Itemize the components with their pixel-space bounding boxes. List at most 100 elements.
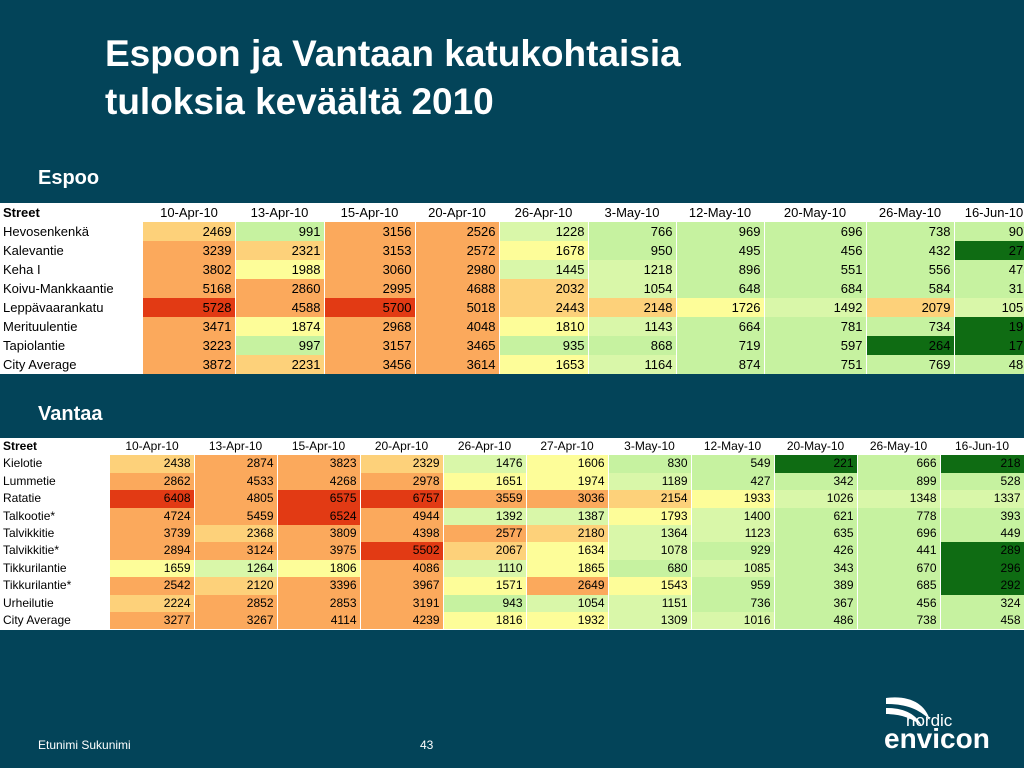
espoo-table: Street 10-Apr-10 13-Apr-10 15-Apr-10 20-Apr-… [0, 203, 1024, 374]
measurement-cell: 778 [857, 507, 941, 526]
measurement-cell: 3809 [277, 525, 361, 543]
espoo-heading: Espoo [38, 167, 100, 189]
measurement-cell: 5502 [360, 542, 444, 560]
measurement-cell: 2649 [526, 577, 609, 595]
measurement-cell: 781 [764, 317, 867, 336]
table-row: Ratatie 6408 4805 6575 6757 3559 3036 2154 1933 1… [0, 490, 1024, 508]
date-column-header: 26-Apr-10 [457, 439, 512, 453]
vantaa-heading: Vantaa [38, 403, 103, 425]
measurement-cell: 3739 [110, 525, 195, 543]
measurement-cell: 342 [774, 472, 858, 491]
measurement-cell: 4533 [194, 472, 278, 491]
measurement-cell: 1337 [940, 490, 1024, 508]
measurement-cell: 997 [235, 336, 325, 355]
measurement-cell: 495 [676, 241, 765, 260]
measurement-cell: 4944 [360, 507, 444, 526]
measurement-cell: 324 [940, 594, 1024, 613]
street-name: Kielotie [0, 455, 110, 473]
measurement-cell: 959 [691, 577, 775, 595]
table-row: Merituulentie 3471 1874 2968 4048 1810 1143 664… [0, 317, 1024, 336]
measurement-cell: 899 [857, 472, 941, 491]
measurement-cell: 1309 [608, 612, 692, 630]
measurement-cell: 3802 [143, 260, 236, 279]
measurement-cell: 1264 [194, 559, 278, 578]
street-name: Hevosenkenkä [0, 222, 143, 241]
measurement-cell: 1151 [608, 594, 692, 613]
measurement-cell: 5700 [324, 298, 416, 317]
measurement-cell: 1933 [691, 490, 775, 508]
street-name: Kalevantie [0, 241, 143, 260]
measurement-cell: 5728 [143, 298, 236, 317]
measurement-cell: 485 [954, 355, 1024, 374]
measurement-cell: 769 [866, 355, 955, 374]
nordic-envicon-logo: nordic envicon [884, 697, 990, 754]
measurement-cell: 3559 [443, 490, 527, 508]
measurement-cell: 486 [774, 612, 858, 630]
measurement-cell: 621 [774, 507, 858, 526]
table-row: Lummetie 2862 4533 4268 2978 1651 1974 1189 427 3… [0, 472, 1024, 491]
measurement-cell: 896 [676, 260, 765, 279]
measurement-cell: 4724 [110, 507, 195, 526]
measurement-cell: 2224 [110, 594, 195, 613]
measurement-cell: 1793 [608, 507, 692, 526]
table-row: Hevosenkenkä 2469 991 3156 2526 1228 766 969 696… [0, 222, 1024, 241]
measurement-cell: 199 [954, 317, 1024, 336]
measurement-cell: 2148 [588, 298, 677, 317]
measurement-cell: 3471 [143, 317, 236, 336]
measurement-cell: 648 [676, 279, 765, 298]
measurement-cell: 1054 [526, 594, 609, 613]
measurement-cell: 6575 [277, 490, 361, 508]
measurement-cell: 3124 [194, 542, 278, 560]
measurement-cell: 264 [866, 336, 955, 355]
measurement-cell: 3967 [360, 577, 444, 595]
date-column-header: 15-Apr-10 [340, 205, 399, 220]
footer-author: Etunimi Sukunimi [38, 738, 131, 752]
measurement-cell: 685 [857, 577, 941, 595]
date-column-header: 3-May-10 [624, 439, 675, 453]
measurement-cell: 4268 [277, 472, 361, 491]
measurement-cell: 2079 [866, 298, 955, 317]
date-column-header: 12-May-10 [688, 205, 752, 220]
measurement-cell: 1189 [608, 472, 692, 491]
vantaa-table-container: Street 10-Apr-10 13-Apr-10 15-Apr-10 20-Apr-… [0, 438, 1024, 630]
measurement-cell: 1218 [588, 260, 677, 279]
measurement-cell: 292 [940, 577, 1024, 595]
measurement-cell: 734 [866, 317, 955, 336]
measurement-cell: 2526 [415, 222, 500, 241]
measurement-cell: 874 [676, 355, 765, 374]
measurement-cell: 218 [940, 455, 1024, 473]
measurement-cell: 666 [857, 455, 941, 473]
measurement-cell: 830 [608, 455, 692, 473]
measurement-cell: 2572 [415, 241, 500, 260]
measurement-cell: 1016 [691, 612, 775, 630]
measurement-cell: 4688 [415, 279, 500, 298]
measurement-cell: 3614 [415, 355, 500, 374]
measurement-cell: 2154 [608, 490, 692, 508]
street-name: City Average [0, 355, 143, 374]
measurement-cell: 950 [588, 241, 677, 260]
measurement-cell: 1634 [526, 542, 609, 560]
measurement-cell: 2438 [110, 455, 195, 473]
measurement-cell: 1164 [588, 355, 677, 374]
date-column-header: 16-Jun-10 [964, 205, 1024, 220]
street-name: Lummetie [0, 472, 110, 491]
measurement-cell: 315 [954, 279, 1024, 298]
measurement-cell: 2894 [110, 542, 195, 560]
logo-text-envicon: envicon [884, 723, 990, 754]
measurement-cell: 1726 [676, 298, 765, 317]
measurement-cell: 6757 [360, 490, 444, 508]
measurement-cell: 427 [691, 472, 775, 491]
measurement-cell: 4805 [194, 490, 278, 508]
measurement-cell: 1651 [443, 472, 527, 491]
street-name: Ratatie [0, 490, 110, 508]
measurement-cell: 528 [940, 472, 1024, 491]
measurement-cell: 556 [866, 260, 955, 279]
measurement-cell: 2032 [499, 279, 589, 298]
measurement-cell: 432 [866, 241, 955, 260]
street-name: Tikkurilantie* [0, 577, 110, 595]
measurement-cell: 670 [857, 559, 941, 578]
measurement-cell: 4114 [277, 612, 361, 630]
measurement-cell: 5459 [194, 507, 278, 526]
measurement-cell: 2995 [324, 279, 416, 298]
measurement-cell: 4588 [235, 298, 325, 317]
